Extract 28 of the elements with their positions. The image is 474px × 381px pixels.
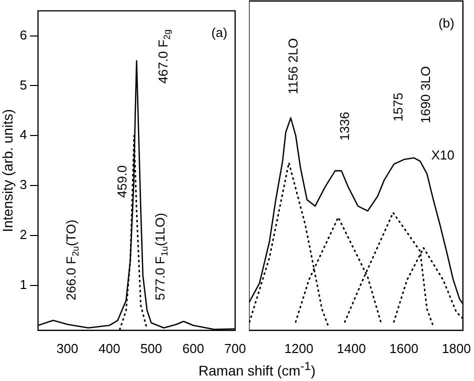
annotation: 577.0 F1u(1LO) — [152, 212, 170, 300]
annotation: 467.0 F2g — [155, 29, 172, 84]
y-tick-label: 6 — [20, 27, 28, 42]
y-tick-label: 3 — [20, 177, 28, 192]
x-tick-label: 500 — [140, 340, 162, 356]
annotation: 1690 3LO — [418, 66, 434, 124]
x-tick-label: 1800 — [442, 340, 471, 356]
y-tick-label: 2 — [20, 227, 28, 242]
annotation: 1336 — [336, 112, 352, 141]
text: (b) — [438, 16, 454, 31]
x-tick-label: 700 — [224, 340, 246, 356]
y-tick-label: 4 — [20, 127, 28, 142]
text: 1156 2LO — [286, 38, 301, 94]
y-axis-title: Intensity (arb. units) — [0, 109, 16, 232]
x-tick-label: 600 — [182, 340, 204, 356]
x-tick-label: 1600 — [389, 340, 418, 356]
x-tick-label: 300 — [56, 340, 78, 356]
annotation: 459.0 — [114, 165, 130, 198]
annotation: 266.0 F2u(TO) — [64, 220, 80, 300]
y-tick-label: 1 — [20, 277, 28, 292]
y-tick-label: 5 — [20, 77, 28, 92]
x-tick-label: 400 — [98, 340, 120, 356]
x-tick-label: 1400 — [336, 340, 366, 356]
annotation: 1575 — [390, 92, 406, 122]
annotation: X10 — [431, 147, 454, 162]
x-axis-title: Raman shift (cm$^{-1}$) — [198, 360, 316, 379]
x-tick-label: 1200 — [284, 340, 314, 356]
annotation: (a) — [211, 24, 228, 40]
